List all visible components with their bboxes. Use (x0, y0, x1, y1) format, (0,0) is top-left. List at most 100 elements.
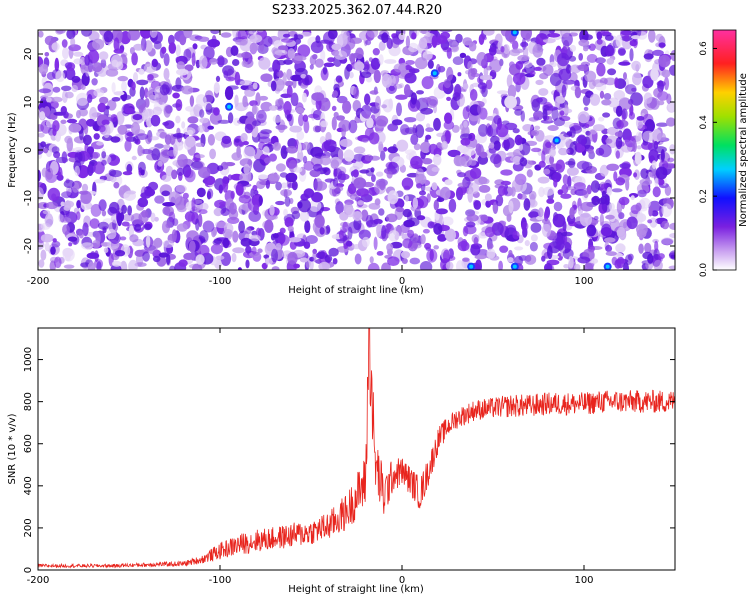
spectrogram-speckle-cell (433, 245, 440, 250)
spectrogram-speckle-cell (136, 79, 149, 86)
spectrogram-speckle-cell (79, 56, 86, 66)
spectrogram-speckle-cell (124, 107, 135, 114)
spectrogram-speckle-cell (415, 124, 425, 138)
spectrogram-speckle-cell (241, 51, 252, 59)
spectrogram-speckle-cell (140, 169, 145, 176)
spectrogram-speckle-cell (485, 79, 493, 90)
spectrogram-speckle-cell (191, 52, 196, 67)
spectrogram-speckle-cell (149, 30, 158, 38)
spectrogram-speckle-cell (176, 223, 188, 232)
spectrogram-speckle-cell (607, 97, 620, 108)
spectrogram-speckle-cell (379, 178, 386, 191)
spectrogram-speckle-cell (286, 146, 298, 154)
spectrogram-speckle-cell (163, 53, 170, 67)
spectrogram-speckle-cell (38, 259, 45, 268)
spectrogram-x-label: Height of straight line (km) (288, 285, 424, 296)
spectrogram-speckle-cell (272, 233, 279, 239)
spectrogram-speckle-cell (426, 248, 438, 263)
spectrogram-speckle-cell (119, 236, 127, 241)
spectrogram-speckle-cell (459, 52, 467, 59)
spectrogram-speckle-cell (153, 40, 162, 50)
spectrogram-speckle-cell (45, 167, 54, 180)
spectrogram-speckle-cell (535, 79, 544, 86)
spectrogram-speckle-cell (577, 256, 591, 264)
spectrogram-speckle-cell (127, 30, 141, 41)
spectrogram-speckle-cell (222, 229, 234, 238)
spectrogram-speckle-cell (272, 143, 281, 150)
spectrogram-speckle-cell (378, 208, 385, 216)
spectrogram-speckle-cell (422, 97, 432, 103)
spectrogram-speckle-cell (140, 192, 152, 199)
spectrogram-speckle-cell (143, 223, 152, 231)
spectrogram-speckle-cell (387, 123, 399, 132)
spectrogram-speckle-cell (507, 257, 514, 263)
snr-x-tick-label: 100 (574, 575, 593, 586)
spectrogram-speckle-cell (131, 52, 138, 66)
spectrogram-speckle-cell (134, 249, 145, 257)
spectrogram-speckle-cell (44, 52, 50, 57)
spectrogram-speckle-cell (653, 140, 659, 150)
spectrogram-speckle-cell (600, 30, 609, 36)
spectrogram-speckle-cell (103, 247, 109, 253)
spectrogram-speckle-cell (349, 193, 358, 200)
spectrogram-speckle-cell (113, 48, 124, 54)
spectrogram-speckle-cell (477, 82, 487, 90)
spectrogram-speckle-cell (668, 250, 675, 261)
spectrogram-speckle-cell (250, 234, 261, 242)
spectrogram-speckle-cell (616, 120, 624, 130)
spectrogram-speckle-cell (498, 260, 503, 270)
spectrogram-speckle-cell (171, 169, 178, 180)
spectrogram-speckle-cell (60, 119, 67, 125)
spectrogram-speckle-cell (628, 111, 636, 120)
spectrogram-speckle-cell (520, 30, 532, 40)
spectrogram-speckle-cell (356, 188, 369, 197)
spectrogram-speckle-cell (258, 95, 269, 101)
spectrogram-speckle-cell (131, 121, 140, 136)
spectrogram-speckle-cell (526, 169, 533, 178)
spectrogram-speckle-cell (337, 149, 344, 160)
spectrogram-speckle-cell (248, 30, 258, 35)
spectrogram-speckle-cell (538, 160, 546, 168)
spectrogram-speckle-cell (207, 134, 215, 146)
spectrogram-speckle-cell (405, 35, 410, 49)
spectrogram-speckle-cell (578, 53, 583, 61)
spectrogram-speckle-cell (221, 135, 232, 145)
spectrogram-speckle-cell (454, 83, 462, 98)
spectrogram-speckle-cell (63, 205, 71, 211)
spectrogram-speckle-cell (547, 125, 559, 131)
spectrogram-speckle-cell (368, 202, 381, 210)
spectrogram-speckle-cell (81, 183, 89, 192)
spectrogram-speckle-cell (176, 68, 189, 76)
snr-y-label: SNR (10 * v/v) (7, 413, 18, 484)
spectrogram-speckle-cell (278, 97, 284, 106)
spectrogram-speckle-cell (410, 133, 419, 145)
spectrogram-speckle-cell (632, 72, 642, 86)
spectrogram-speckle-cell (512, 40, 519, 51)
spectrogram-speckle-cell (250, 188, 255, 199)
colorbar-tick-label: 0.2 (699, 189, 709, 203)
spectrogram-speckle-cell (561, 184, 569, 194)
spectrogram-speckle-cell (404, 117, 417, 123)
spectrogram-speckle-cell (320, 120, 328, 128)
spectrogram-speckle-cell (113, 91, 125, 96)
spectrogram-speckle-cell (352, 161, 364, 170)
spectrogram-speckle-cell (545, 106, 559, 111)
spectrogram-speckle-cell (249, 100, 258, 107)
spectrogram-speckle-cell (168, 191, 181, 205)
spectrogram-speckle-cell (124, 130, 133, 142)
spectrogram-speckle-cell (588, 43, 596, 51)
spectrogram-speckle-cell (51, 240, 61, 248)
spectrogram-speckle-cell (258, 195, 263, 206)
spectrogram-speckle-cell (566, 167, 579, 176)
spectrogram-y-label: Frequency (Hz) (7, 112, 18, 188)
spectrogram-speckle-cell (199, 202, 209, 211)
spectrogram-speckle-cell (583, 262, 594, 270)
spectrogram-speckle-cell (98, 125, 106, 133)
spectrogram-speckle-cell (40, 233, 54, 243)
spectrogram-speckle-cell (175, 115, 181, 124)
spectrogram-speckle-cell (113, 181, 120, 189)
snr-panel: -200 -100 0 100 0 200 400 600 800 1000 Height of… (7, 327, 676, 595)
spectrogram-speckle-cell (415, 112, 426, 122)
spectrogram-speckle-cell (637, 189, 647, 198)
spectrogram-speckle-cell (433, 117, 441, 131)
